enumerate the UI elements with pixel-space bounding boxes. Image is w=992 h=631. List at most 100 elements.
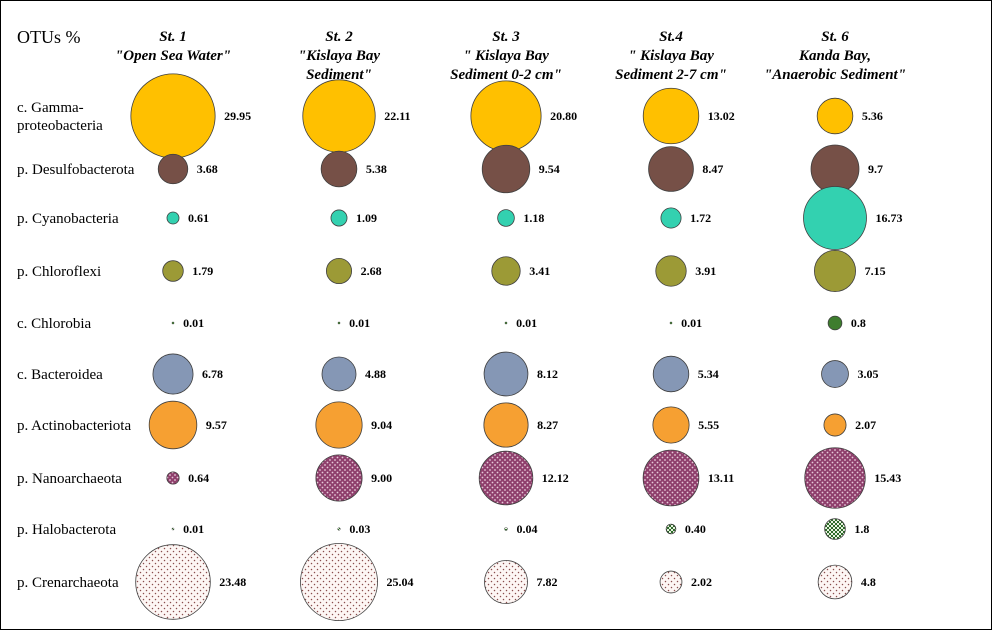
value-c-bacteroidea-st-6: 3.05 [857,367,878,381]
bubble-p-halobacterota-st-4 [666,524,676,534]
bubble-c-chlorobia-st-6 [828,316,842,330]
bubble-p-nanoarchaeota-st-1 [167,472,179,484]
bubble-p-actinobacteriota-st-4 [653,407,689,443]
value-c-bacteroidea-st-1: 6.78 [202,367,223,381]
bubble-c-bacteroidea-st-2 [322,357,356,391]
value-p-halobacterota-st-3: 0.04 [517,522,538,536]
bubble-c-chlorobia-st-1 [172,322,174,324]
bubble-p-chloroflexi-st-2 [326,258,351,283]
value-c-chlorobia-st-2: 0.01 [349,316,370,330]
bubble-p-chloroflexi-st-1 [163,261,184,282]
row-label-p-crenarchaeota: p. Crenarchaeota [17,575,119,591]
bubble-p-desulfobacterota-st-6 [811,145,859,193]
bubble-p-desulfobacterota-st-1 [158,154,188,184]
value-p-desulfobacterota-st-4: 8.47 [702,162,723,176]
bubble-p-nanoarchaeota-st-6 [805,448,866,509]
value-p-chloroflexi-st-6: 7.15 [865,264,886,278]
value-labels: 29.95 22.11 20.80 13.02 5.36 3.68 5.38 9.54 8.47… [183,109,902,589]
row-labels: c. Gamma-proteobacteria p. Desulfobactero… [17,100,135,591]
bubble-p-cyanobacteria-st-2 [331,210,347,226]
value-p-halobacterota-st-2: 0.03 [349,522,370,536]
value-p-actinobacteriota-st-1: 9.57 [206,418,227,432]
bubble-c-bacteroidea-st-1 [153,354,193,394]
bubble-c-gamma-proteobacteria-st-1 [131,74,215,158]
bubble-c-bacteroidea-st-3 [484,352,528,396]
bubble-p-cyanobacteria-st-3 [498,210,515,227]
bubble-p-cyanobacteria-st-4 [661,208,681,228]
value-p-actinobacteriota-st-3: 8.27 [537,418,558,432]
bubble-c-chlorobia-st-2 [338,322,340,324]
value-p-cyanobacteria-st-2: 1.09 [356,211,377,225]
value-p-desulfobacterota-st-6: 9.7 [868,162,883,176]
bubble-p-chloroflexi-st-3 [492,257,520,285]
value-p-cyanobacteria-st-6: 16.73 [875,211,902,225]
value-p-nanoarchaeota-st-3: 12.12 [542,471,569,485]
row-label-p-nanoarchaeota: p. Nanoarchaeota [17,471,122,487]
bubble-c-gamma-proteobacteria-st-3 [471,81,541,151]
row-label-c-bacteroidea: c. Bacteroidea [17,367,103,383]
bubbles [131,74,867,621]
value-c-gamma-proteobacteria-st-6: 5.36 [862,109,883,123]
corner-label: OTUs % [17,27,81,47]
value-c-bacteroidea-st-3: 8.12 [537,367,558,381]
value-p-nanoarchaeota-st-6: 15.43 [874,471,901,485]
bubble-c-bacteroidea-st-6 [822,361,849,388]
row-label-c-gamma-proteobacteria: c. Gamma-proteobacteria [17,100,103,134]
row-label-p-chloroflexi: p. Chloroflexi [17,264,101,280]
bubble-p-actinobacteriota-st-1 [149,401,197,449]
bubble-p-nanoarchaeota-st-2 [316,455,362,501]
row-label-p-actinobacteriota: p. Actinobacteriota [17,418,131,434]
header-st-6: St. 6 Kanda Bay, "Anaerobic Sediment" [764,29,906,83]
value-c-gamma-proteobacteria-st-1: 29.95 [224,109,251,123]
value-c-chlorobia-st-3: 0.01 [516,316,537,330]
value-p-chloroflexi-st-4: 3.91 [695,264,716,278]
value-c-chlorobia-st-6: 0.8 [851,316,866,330]
value-c-bacteroidea-st-4: 5.34 [698,367,719,381]
value-p-actinobacteriota-st-6: 2.07 [855,418,876,432]
bubble-p-halobacterota-st-1 [172,528,174,530]
value-p-nanoarchaeota-st-4: 13.11 [708,471,734,485]
bubble-p-chloroflexi-st-4 [656,256,686,286]
bubble-p-cyanobacteria-st-1 [167,212,179,224]
bubble-p-cyanobacteria-st-6 [804,187,867,250]
bubble-p-halobacterota-st-3 [504,527,507,530]
bubble-p-actinobacteriota-st-3 [484,403,528,447]
value-p-chloroflexi-st-1: 1.79 [192,264,213,278]
bubble-p-chloroflexi-st-6 [814,250,855,291]
value-p-desulfobacterota-st-3: 9.54 [539,162,560,176]
value-c-chlorobia-st-4: 0.01 [681,316,702,330]
column-headers: St. 1 "Open Sea Water" St. 2 "Kislaya Bay Se… [115,29,906,83]
value-c-gamma-proteobacteria-st-4: 13.02 [708,109,735,123]
value-p-crenarchaeota-st-6: 4.8 [861,575,876,589]
value-p-cyanobacteria-st-1: 0.61 [188,211,209,225]
value-p-crenarchaeota-st-3: 7.82 [537,575,558,589]
value-p-crenarchaeota-st-1: 23.48 [219,575,246,589]
value-p-actinobacteriota-st-4: 5.55 [698,418,719,432]
row-label-p-desulfobacterota: p. Desulfobacterota [17,162,135,178]
value-p-desulfobacterota-st-2: 5.38 [366,162,387,176]
value-p-crenarchaeota-st-4: 2.02 [691,575,712,589]
bubble-p-crenarchaeota-st-3 [484,560,527,603]
bubble-p-nanoarchaeota-st-4 [643,450,699,506]
row-label-p-halobacterota: p. Halobacterota [17,522,116,538]
bubble-c-gamma-proteobacteria-st-6 [817,98,853,134]
bubble-p-crenarchaeota-st-2 [300,543,377,620]
value-c-gamma-proteobacteria-st-3: 20.80 [550,109,577,123]
value-p-nanoarchaeota-st-2: 9.00 [371,471,392,485]
bubble-p-halobacterota-st-2 [338,528,341,531]
value-p-cyanobacteria-st-4: 1.72 [690,211,711,225]
value-c-chlorobia-st-1: 0.01 [183,316,204,330]
bubble-c-chlorobia-st-4 [670,322,672,324]
value-p-chloroflexi-st-2: 2.68 [361,264,382,278]
bubble-c-gamma-proteobacteria-st-4 [643,88,699,144]
value-p-halobacterota-st-1: 0.01 [183,522,204,536]
bubble-p-crenarchaeota-st-6 [818,565,852,599]
value-p-desulfobacterota-st-1: 3.68 [197,162,218,176]
bubble-c-chlorobia-st-3 [505,322,507,324]
bubble-p-crenarchaeota-st-4 [660,571,682,593]
bubble-p-actinobacteriota-st-2 [316,402,362,448]
bubble-p-nanoarchaeota-st-3 [479,451,533,505]
header-st-1: St. 1 "Open Sea Water" [115,29,231,64]
bubble-p-crenarchaeota-st-1 [136,545,211,620]
